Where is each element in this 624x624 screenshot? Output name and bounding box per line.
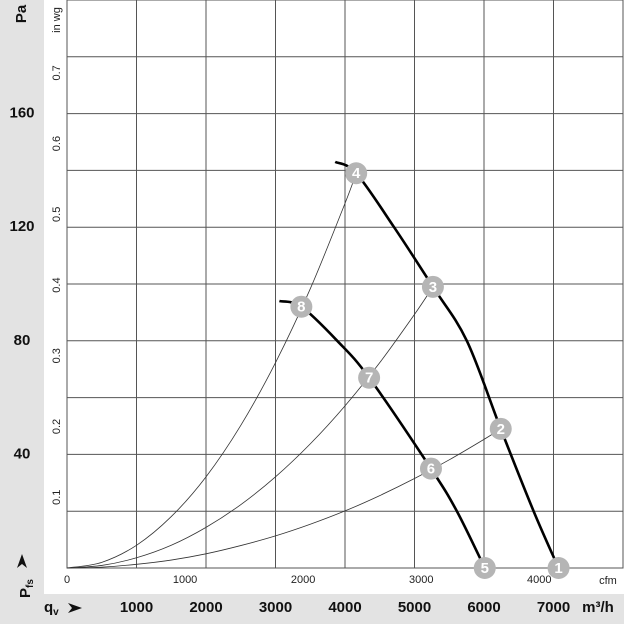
x-tick-label: 1000 xyxy=(120,599,153,616)
operating-point xyxy=(358,366,381,389)
fan-curve xyxy=(334,160,560,569)
y2-tick-label: 0.6 xyxy=(51,136,63,151)
point-label: 5 xyxy=(481,560,489,577)
x2-axis-label: cfm xyxy=(599,575,617,587)
q-arrow xyxy=(68,603,82,613)
y2-tick-label: 0.4 xyxy=(51,277,63,292)
y-tick-label: 40 xyxy=(14,445,31,462)
point-label: 4 xyxy=(352,165,361,182)
p-label: Pfs xyxy=(17,579,36,598)
y-axis-label: Pa xyxy=(13,4,30,23)
x2-tick-label: 0 xyxy=(64,574,70,586)
x-tick-label: 4000 xyxy=(328,599,361,616)
y2-tick-label: 0.1 xyxy=(51,490,63,505)
operating-point xyxy=(489,417,512,440)
x2-tick-label: 4000 xyxy=(527,574,551,586)
p-label-main: P xyxy=(17,588,34,598)
y2-tick-label: 0.3 xyxy=(51,348,63,363)
y2-tick-label: 0.7 xyxy=(51,65,63,80)
point-label: 8 xyxy=(297,299,305,316)
y2-axis-label: in wg xyxy=(51,7,63,33)
x2-tick-label: 3000 xyxy=(409,574,433,586)
q-label-sub: v xyxy=(53,607,59,618)
y-tick-label: 160 xyxy=(9,105,34,122)
y2-tick-label: 0.5 xyxy=(51,207,63,222)
p-label-sub: fs xyxy=(25,579,36,588)
x-tick-label: 7000 xyxy=(537,599,570,616)
y2-tick-label: 0.2 xyxy=(51,419,63,434)
point-label: 3 xyxy=(429,279,437,296)
point-label: 7 xyxy=(365,370,373,387)
operating-point xyxy=(421,275,444,298)
x-tick-label: 2000 xyxy=(189,599,222,616)
point-label: 2 xyxy=(497,421,505,438)
operating-point xyxy=(473,557,496,579)
point-label: 1 xyxy=(554,560,562,577)
x2-tick-label: 2000 xyxy=(291,574,315,586)
operating-point xyxy=(290,295,313,318)
q-label: qv xyxy=(44,599,59,618)
x-axis-label: m³/h xyxy=(582,599,614,616)
system-curve xyxy=(66,286,434,569)
x2-tick-label: 1000 xyxy=(173,574,197,586)
p-arrow xyxy=(17,554,27,568)
x-tick-label: 6000 xyxy=(467,599,500,616)
x-tick-label: 3000 xyxy=(259,599,292,616)
operating-point xyxy=(547,557,570,579)
operating-point xyxy=(419,457,442,480)
x-tick-label: 5000 xyxy=(398,599,431,616)
operating-point xyxy=(345,162,368,185)
bottom-band xyxy=(0,594,624,624)
y-tick-label: 120 xyxy=(9,218,34,235)
system-curve xyxy=(66,173,357,569)
q-label-main: q xyxy=(44,599,53,616)
y-tick-label: 80 xyxy=(14,332,31,349)
left-band xyxy=(0,0,44,624)
point-label: 6 xyxy=(427,461,435,478)
system-curve xyxy=(66,428,501,569)
